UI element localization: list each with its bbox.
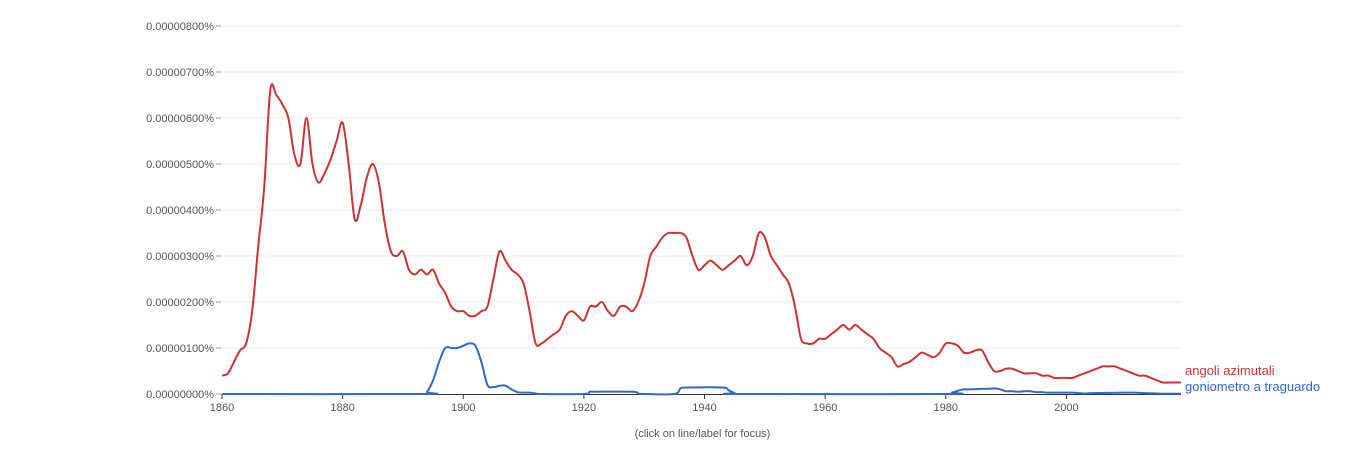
x-tick-label: 1860 xyxy=(210,402,234,414)
x-tick-label: 1980 xyxy=(934,402,958,414)
x-tick-label: 2000 xyxy=(1054,402,1078,414)
x-tick-label: 1900 xyxy=(451,402,475,414)
focus-hint: (click on line/label for focus) xyxy=(0,428,1365,440)
focus-hint-text: (click on line/label for focus) xyxy=(634,428,771,440)
y-tick-label: 0.00000100% xyxy=(146,343,214,355)
y-tick-label: 0.00000600% xyxy=(146,113,214,125)
x-tick-label: 1940 xyxy=(692,402,716,414)
series-line-angoli-azimutali[interactable] xyxy=(221,83,1181,384)
y-tick-label: 0.00000000% xyxy=(146,389,214,401)
x-tick-label: 1880 xyxy=(330,402,354,414)
x-tick-label: 1920 xyxy=(572,402,596,414)
series-label-angoli-azimutali[interactable]: angoli azimutali xyxy=(1185,363,1275,378)
y-tick-label: 0.00000200% xyxy=(146,297,214,309)
y-tick-label: 0.00000700% xyxy=(146,67,214,79)
series-line-goniometro-a-traguardo[interactable] xyxy=(221,342,1182,396)
y-tick-label: 0.00000500% xyxy=(146,159,214,171)
y-tick-label: 0.00000400% xyxy=(146,205,214,217)
series-label-goniometro-a-traguardo[interactable]: goniometro a traguardo xyxy=(1185,379,1320,394)
y-tick-label: 0.00000300% xyxy=(146,251,214,263)
x-tick-label: 1960 xyxy=(813,402,837,414)
y-tick-label: 0.00000800% xyxy=(146,21,214,33)
